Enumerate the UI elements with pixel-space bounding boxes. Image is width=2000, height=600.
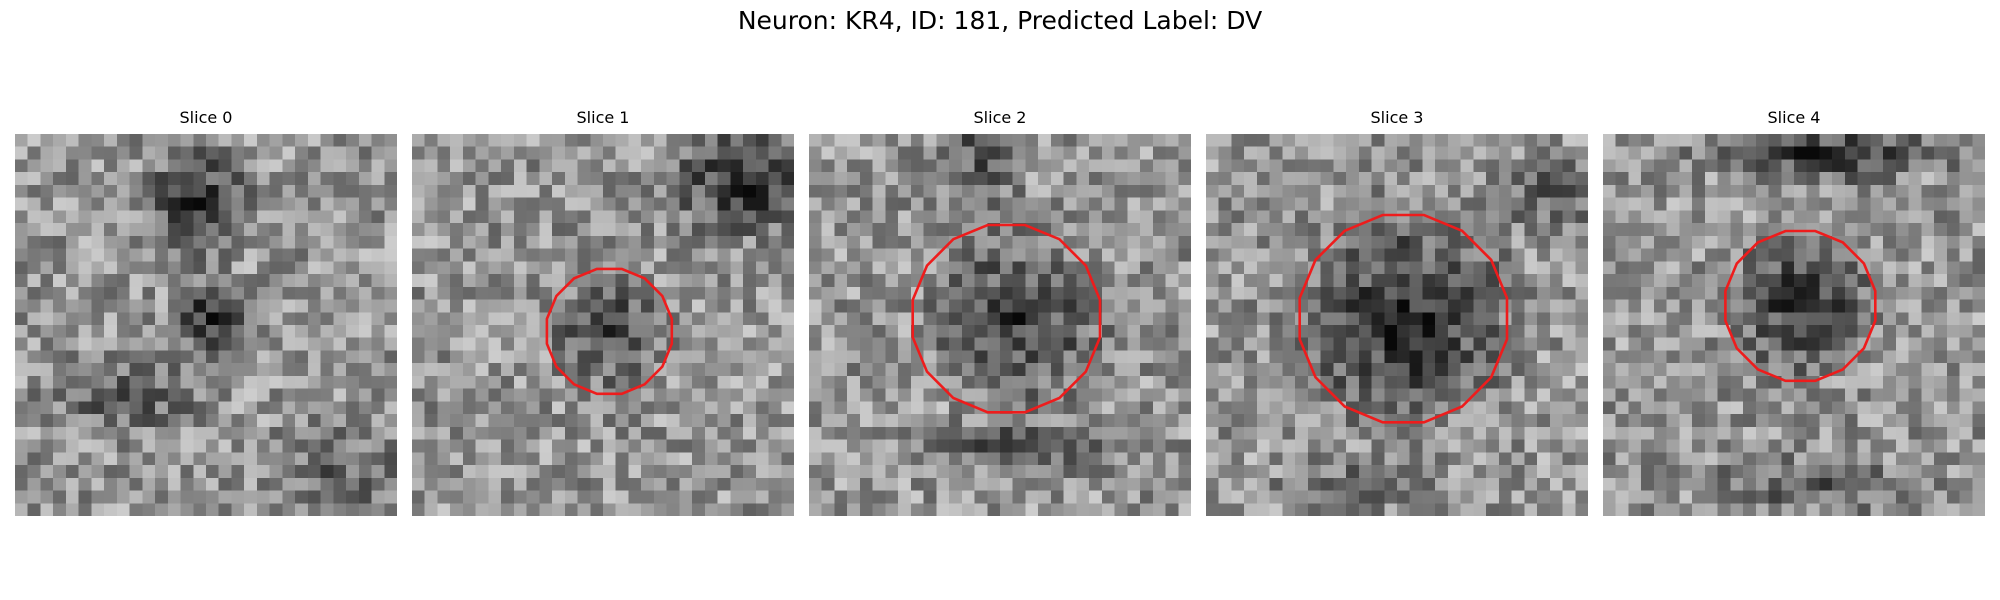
- figure-title: Neuron: KR4, ID: 181, Predicted Label: D…: [737, 6, 1263, 35]
- grayscale-image: [809, 134, 1191, 516]
- slice-title: Slice 0: [179, 108, 233, 127]
- slice-title: Slice 2: [973, 108, 1027, 127]
- slice-panel-0: Slice 0: [15, 106, 397, 516]
- image-pixels: [1206, 134, 1588, 516]
- grayscale-image: [15, 134, 397, 516]
- contour-overlay: [911, 223, 1102, 414]
- slice-title: Slice 4: [1767, 108, 1821, 127]
- slice-panel-3: Slice 3: [1206, 106, 1588, 516]
- image-pixels: [15, 134, 397, 516]
- image-pixels: [1603, 134, 1985, 516]
- slice-panel-4: Slice 4: [1603, 106, 1985, 516]
- segmentation-contour: [1298, 213, 1509, 424]
- image-pixels: [809, 134, 1191, 516]
- slice-panel-1: Slice 1: [412, 106, 794, 516]
- contour-overlay: [545, 267, 674, 396]
- segmentation-contour: [911, 223, 1102, 414]
- contour-overlay: [1724, 229, 1877, 383]
- segmentation-contour: [1724, 229, 1877, 383]
- segmentation-contour: [545, 267, 674, 396]
- contour-overlay: [1298, 213, 1509, 424]
- slice-panel-2: Slice 2: [809, 106, 1191, 516]
- slice-title: Slice 1: [576, 108, 630, 127]
- grayscale-image: [412, 134, 794, 516]
- image-pixels: [412, 134, 794, 516]
- grayscale-image: [1603, 134, 1985, 516]
- grayscale-image: [1206, 134, 1588, 516]
- slice-title: Slice 3: [1370, 108, 1424, 127]
